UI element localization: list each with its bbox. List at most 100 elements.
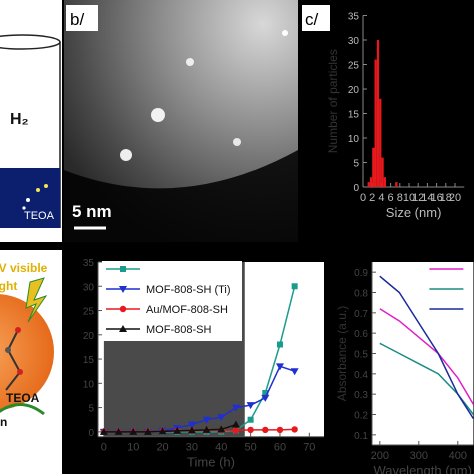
marker xyxy=(246,402,255,410)
y-tick-label: 20 xyxy=(348,85,360,96)
y-tick-label: 25 xyxy=(83,307,95,318)
histogram-bar xyxy=(376,40,380,187)
y-tick-label: 15 xyxy=(348,110,360,121)
marker xyxy=(173,426,182,434)
x-tick-label: 16 xyxy=(430,192,442,204)
caption-fragment: n xyxy=(0,415,7,429)
label-box xyxy=(66,5,98,31)
marker xyxy=(143,427,152,435)
marker xyxy=(262,390,269,397)
marker xyxy=(232,427,240,434)
marker xyxy=(290,368,299,376)
panel-d: UV visible light TEOA n xyxy=(0,250,62,474)
y-tick-label: 0.6 xyxy=(354,329,368,340)
y-tick-label: 0.7 xyxy=(354,309,368,320)
y-tick-label: 0.9 xyxy=(354,268,368,279)
nanoparticle xyxy=(120,149,132,161)
histogram-bar xyxy=(381,157,384,187)
x-tick-label: 12 xyxy=(412,192,424,204)
y-tick-label: 30 xyxy=(348,36,360,47)
plot-area xyxy=(372,262,474,445)
marker xyxy=(202,425,211,433)
marker xyxy=(275,363,284,371)
marker xyxy=(276,341,283,348)
bubble xyxy=(22,206,26,210)
panel-b: b/ 5 nm xyxy=(64,0,298,242)
y-tick-label: 0 xyxy=(88,428,94,439)
marker xyxy=(276,426,284,434)
particle xyxy=(36,188,40,192)
series-line xyxy=(379,275,474,419)
marker xyxy=(187,426,196,434)
series-line xyxy=(103,423,237,433)
histogram-bar xyxy=(372,147,375,187)
panel-c: c/ xyxy=(302,5,330,31)
x-tick-label: 4 xyxy=(378,192,384,204)
marker xyxy=(247,426,254,434)
y-tick-label: 0.1 xyxy=(354,431,368,442)
panel-label: c/ xyxy=(305,10,319,29)
solution xyxy=(0,168,60,228)
legend-box xyxy=(102,261,242,341)
stem-edge xyxy=(64,150,298,242)
x-tick-label: 8 xyxy=(397,192,403,204)
panel-a: H₂ TEOA xyxy=(0,0,62,242)
series-line xyxy=(379,308,474,405)
gas-label: H₂ xyxy=(10,111,29,128)
x-axis-label: Wavelength (nm) xyxy=(373,463,472,474)
nanoparticle xyxy=(151,108,165,122)
y-tick-label: 25 xyxy=(348,61,360,72)
atom xyxy=(5,347,11,353)
marker xyxy=(119,286,127,293)
histogram-bar xyxy=(383,177,386,187)
x-tick-label: 30 xyxy=(186,442,198,454)
marker xyxy=(231,420,240,428)
marker xyxy=(187,421,196,429)
marker xyxy=(262,426,269,434)
y-tick-label: 0.3 xyxy=(354,390,368,401)
marker xyxy=(99,427,108,435)
histogram-bar xyxy=(369,177,373,187)
marker xyxy=(291,283,298,290)
marker xyxy=(247,416,254,423)
histogram-bar xyxy=(367,182,370,187)
x-tick-label: 0 xyxy=(360,192,366,204)
x-tick-label: 20 xyxy=(449,192,461,204)
y-tick-label: 35 xyxy=(348,12,360,23)
y-axis-label: Absorbance (a.u.) xyxy=(335,306,349,401)
marker xyxy=(202,416,211,424)
label-box xyxy=(302,5,330,31)
panel-label: b/ xyxy=(70,10,84,29)
bubble xyxy=(26,198,30,202)
y-tick-label: 20 xyxy=(83,331,95,342)
histogram-bar xyxy=(395,182,398,187)
marker xyxy=(217,425,226,433)
arrow xyxy=(0,403,45,416)
marker xyxy=(158,427,167,435)
lightning xyxy=(25,277,48,323)
histogram-bar xyxy=(374,59,377,187)
x-tick-label: 300 xyxy=(410,450,428,462)
light-label: UV visible xyxy=(0,261,48,275)
y-axis-label: Number of particles xyxy=(326,49,340,153)
marker xyxy=(120,266,126,272)
y-tick-label: 15 xyxy=(83,355,95,366)
x-tick-label: 18 xyxy=(440,192,452,204)
y-tick-label: 5 xyxy=(353,159,359,170)
y-tick-label: 10 xyxy=(83,379,95,390)
legend-label: Au/MOF-808-SH xyxy=(146,304,228,316)
x-tick-label: 50 xyxy=(244,442,256,454)
legend-label: MOF-808-SH (Ti) xyxy=(146,284,231,296)
nanoparticle xyxy=(233,138,241,146)
x-tick-label: 40 xyxy=(215,442,227,454)
reagent-label: TEOA xyxy=(6,391,40,405)
y-tick-label: 0.4 xyxy=(354,370,368,381)
x-tick-label: 2 xyxy=(369,192,375,204)
reagent-label: TEOA xyxy=(24,210,55,222)
x-tick-label: 10 xyxy=(127,442,139,454)
marker xyxy=(217,414,226,422)
ligand xyxy=(5,329,22,391)
y-tick-label: 0 xyxy=(353,183,359,194)
marker xyxy=(291,426,298,433)
